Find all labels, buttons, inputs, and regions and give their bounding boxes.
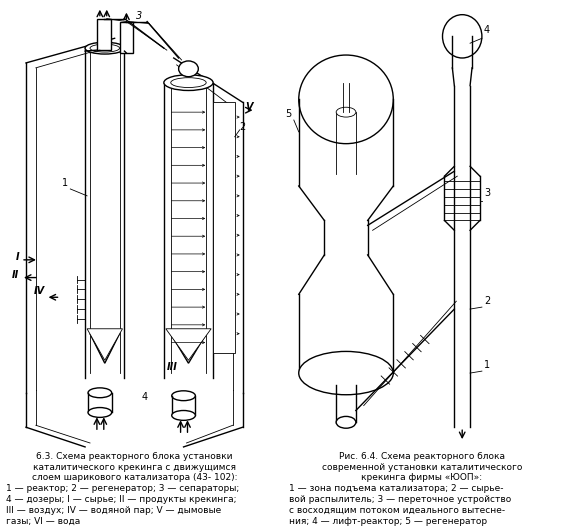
Text: III — воздух; IV — водяной пар; V — дымовые: III — воздух; IV — водяной пар; V — дымо… — [6, 506, 222, 515]
Bar — [119, 22, 134, 53]
Polygon shape — [87, 329, 123, 360]
Text: 5: 5 — [286, 109, 292, 119]
Ellipse shape — [88, 388, 112, 398]
Ellipse shape — [88, 408, 112, 418]
Ellipse shape — [171, 78, 206, 87]
Text: 1 — реактор; 2 — регенератор; 3 — сепараторы;: 1 — реактор; 2 — регенератор; 3 — сепара… — [6, 484, 240, 493]
Text: вой распылитель; 3 — переточное устройство: вой распылитель; 3 — переточное устройст… — [289, 495, 511, 504]
Text: с восходящим потоком идеального вытесне-: с восходящим потоком идеального вытесне- — [289, 506, 505, 515]
Polygon shape — [171, 334, 206, 363]
Text: 6.3. Схема реакторного блока установки: 6.3. Схема реакторного блока установки — [36, 452, 232, 461]
Text: ния; 4 — лифт-реактор; 5 — регенератор: ния; 4 — лифт-реактор; 5 — регенератор — [289, 517, 487, 526]
Text: I: I — [15, 252, 19, 262]
Text: слоем шарикового катализатора (43- 102):: слоем шарикового катализатора (43- 102): — [31, 473, 237, 482]
Text: 1 — зона подъема катализатора; 2 — сырье-: 1 — зона подъема катализатора; 2 — сырье… — [289, 484, 504, 493]
Text: газы; VI — вода: газы; VI — вода — [6, 517, 81, 526]
Text: 3: 3 — [136, 11, 143, 21]
Text: Рис. 6.4. Схема реакторного блока: Рис. 6.4. Схема реакторного блока — [339, 452, 505, 461]
Polygon shape — [166, 329, 211, 360]
Ellipse shape — [179, 61, 198, 77]
Ellipse shape — [336, 417, 356, 428]
Text: II: II — [12, 270, 19, 279]
Text: 4 — дозеры; I — сырье; II — продукты крекинга;: 4 — дозеры; I — сырье; II — продукты кре… — [6, 495, 237, 504]
Text: 2: 2 — [484, 296, 490, 306]
Ellipse shape — [172, 391, 195, 401]
Text: V: V — [246, 102, 253, 112]
Ellipse shape — [299, 55, 393, 144]
Ellipse shape — [172, 411, 195, 420]
Text: III: III — [167, 362, 178, 372]
Ellipse shape — [85, 42, 124, 54]
Text: 4: 4 — [484, 25, 490, 36]
Bar — [213, 102, 235, 354]
Text: 2: 2 — [240, 122, 246, 132]
Text: 1: 1 — [62, 178, 69, 188]
Text: 3: 3 — [484, 188, 490, 198]
Polygon shape — [90, 334, 119, 363]
Text: IV: IV — [34, 286, 45, 296]
Text: крекинга фирмы «ЮОП»:: крекинга фирмы «ЮОП»: — [361, 473, 482, 482]
Ellipse shape — [299, 351, 393, 395]
Ellipse shape — [164, 75, 213, 91]
Text: 1: 1 — [484, 360, 490, 370]
Ellipse shape — [90, 44, 119, 52]
Text: современной установки каталитического: современной установки каталитического — [321, 463, 522, 472]
Ellipse shape — [336, 107, 356, 117]
Text: 4: 4 — [141, 392, 147, 402]
Bar — [97, 19, 111, 50]
Ellipse shape — [443, 15, 482, 58]
Text: каталитического крекинга с движущимся: каталитического крекинга с движущимся — [33, 463, 236, 472]
